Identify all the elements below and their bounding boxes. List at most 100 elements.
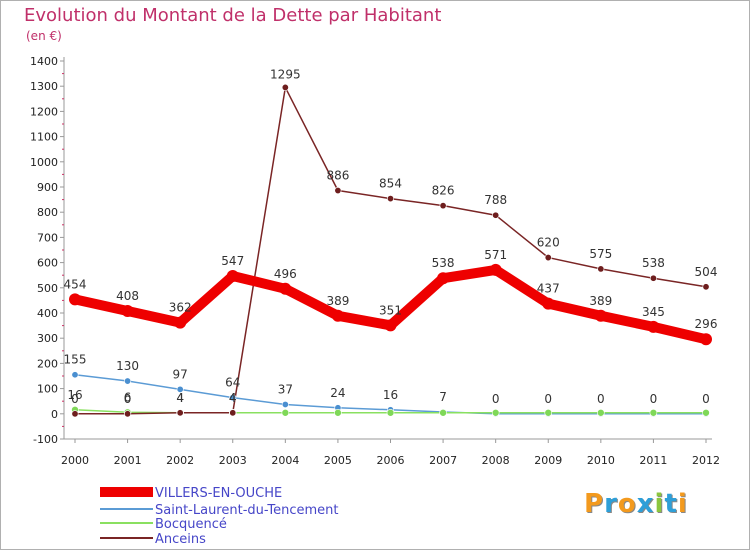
data-label: 620 xyxy=(537,236,560,250)
data-label: 351 xyxy=(379,303,402,317)
data-point xyxy=(334,408,342,417)
data-label: 788 xyxy=(484,193,507,207)
data-label: 130 xyxy=(116,359,139,373)
data-point xyxy=(542,297,555,310)
legend-label: Anceins xyxy=(155,532,206,547)
data-label: 538 xyxy=(432,256,455,270)
data-label: 408 xyxy=(116,289,139,303)
data-label: 4 xyxy=(176,391,184,405)
data-label: 16 xyxy=(383,388,398,402)
data-label: 97 xyxy=(173,367,188,381)
data-label: 854 xyxy=(379,177,402,191)
data-point xyxy=(384,319,397,332)
data-label: 547 xyxy=(221,254,244,268)
data-point xyxy=(229,394,237,402)
chart-unit: (en €) xyxy=(26,29,62,43)
y-tick-label: 900 xyxy=(37,181,58,194)
legend-label: VILLERS-EN-OUCHE xyxy=(155,486,282,501)
data-point xyxy=(229,409,237,417)
data-point xyxy=(334,187,342,195)
data-point xyxy=(700,333,712,346)
x-tick-label: 2005 xyxy=(324,454,352,467)
logo-letter: o xyxy=(617,489,637,519)
data-point xyxy=(702,283,710,291)
x-tick-label: 2002 xyxy=(166,454,194,467)
y-tick-label: 1400 xyxy=(30,55,58,68)
y-tick-label: 1200 xyxy=(30,105,58,118)
data-point xyxy=(176,385,184,393)
data-point xyxy=(71,410,79,418)
data-point xyxy=(71,371,79,379)
x-tick-label: 2012 xyxy=(692,454,720,467)
legend-label: Bocquencé xyxy=(155,517,227,532)
data-label: 7 xyxy=(439,390,447,404)
data-point xyxy=(437,272,450,285)
data-label: 886 xyxy=(326,169,349,183)
data-point xyxy=(69,293,81,306)
data-point xyxy=(597,265,605,273)
data-label: 0 xyxy=(492,392,500,406)
data-label: 0 xyxy=(650,392,658,406)
x-tick-label: 2009 xyxy=(534,454,562,467)
data-label: 0 xyxy=(702,392,710,406)
data-label: 575 xyxy=(589,247,612,261)
logo-letter: i xyxy=(677,489,688,519)
data-label: 296 xyxy=(695,317,718,331)
x-tick-label: 2011 xyxy=(639,454,667,467)
y-tick-label: 800 xyxy=(37,206,58,219)
data-point xyxy=(647,320,660,333)
data-point xyxy=(331,309,344,322)
y-tick-label: -100 xyxy=(33,433,58,446)
data-label: 24 xyxy=(330,386,345,400)
logo-letter: x xyxy=(636,489,655,519)
x-tick-labels: 2000 2001 2002 2003 2004 2005 2006 2007 2008 2009… xyxy=(61,454,720,467)
data-label: 6 xyxy=(124,390,132,404)
data-label: 0 xyxy=(124,392,132,406)
proxiti-logo: Proxiti xyxy=(584,489,688,519)
data-point xyxy=(121,304,134,317)
data-label: 362 xyxy=(169,301,192,315)
y-tick-label: 100 xyxy=(37,383,58,396)
data-point xyxy=(386,408,395,417)
data-point xyxy=(544,254,552,262)
data-label: 571 xyxy=(484,248,507,262)
chart-title: Evolution du Montant de la Dette par Hab… xyxy=(24,5,442,26)
y-tick-label: 0 xyxy=(51,408,58,421)
data-label: 826 xyxy=(432,184,455,198)
data-point xyxy=(279,282,292,295)
y-tick-label: 700 xyxy=(37,231,58,244)
data-point xyxy=(281,400,289,408)
data-point xyxy=(226,269,239,282)
y-tick-label: 1100 xyxy=(30,131,58,144)
data-point xyxy=(597,408,605,417)
data-point xyxy=(176,409,184,417)
data-point xyxy=(491,408,500,417)
data-label: 4 xyxy=(229,391,237,405)
series-points xyxy=(69,83,712,418)
data-label: 0 xyxy=(544,392,552,406)
x-tick-label: 2000 xyxy=(61,454,89,467)
x-tick-label: 2008 xyxy=(482,454,510,467)
data-label: 0 xyxy=(597,392,605,406)
data-point xyxy=(702,408,710,417)
data-label: 37 xyxy=(278,382,293,396)
logo-letter: r xyxy=(604,489,618,519)
data-label: 454 xyxy=(64,277,87,291)
data-label: 504 xyxy=(695,265,718,279)
legend-label: Saint-Laurent-du-Tencement xyxy=(155,503,339,518)
x-tick-label: 2006 xyxy=(377,454,405,467)
data-label: 16 xyxy=(67,388,82,402)
data-point xyxy=(174,316,187,329)
data-label: 437 xyxy=(537,282,560,296)
logo-letter: i xyxy=(654,489,665,519)
data-label: 1295 xyxy=(270,67,301,81)
x-tick-label: 2007 xyxy=(429,454,457,467)
axes xyxy=(60,57,712,443)
data-label: 345 xyxy=(642,305,665,319)
data-label: 155 xyxy=(64,353,87,367)
y-tick-label: 1000 xyxy=(30,156,58,169)
y-tick-label: 500 xyxy=(37,282,58,295)
data-label: 389 xyxy=(589,294,612,308)
data-point xyxy=(281,408,290,417)
